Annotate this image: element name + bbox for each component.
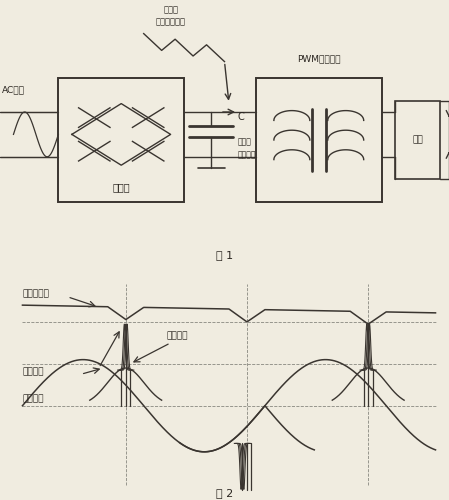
Text: 图 2: 图 2 — [216, 488, 233, 498]
Text: 线路电流: 线路电流 — [22, 394, 44, 404]
Text: C: C — [238, 112, 245, 122]
Text: 整流后直流: 整流后直流 — [22, 290, 49, 299]
Bar — [58, 78, 184, 202]
Text: 整流后
电容上的直流: 整流后 电容上的直流 — [156, 6, 185, 26]
Text: 线路电压: 线路电压 — [22, 368, 44, 376]
Text: 负载: 负载 — [412, 136, 423, 144]
Text: AC输入: AC输入 — [2, 86, 25, 94]
Text: 波形下沿: 波形下沿 — [166, 332, 188, 340]
Bar — [395, 101, 440, 179]
Text: 图 1: 图 1 — [216, 250, 233, 260]
Text: PWM开关电源: PWM开关电源 — [297, 54, 340, 64]
Text: 大容量
滤波电容: 大容量 滤波电容 — [238, 138, 256, 159]
Bar — [256, 78, 382, 202]
Text: 整流器: 整流器 — [112, 182, 130, 192]
